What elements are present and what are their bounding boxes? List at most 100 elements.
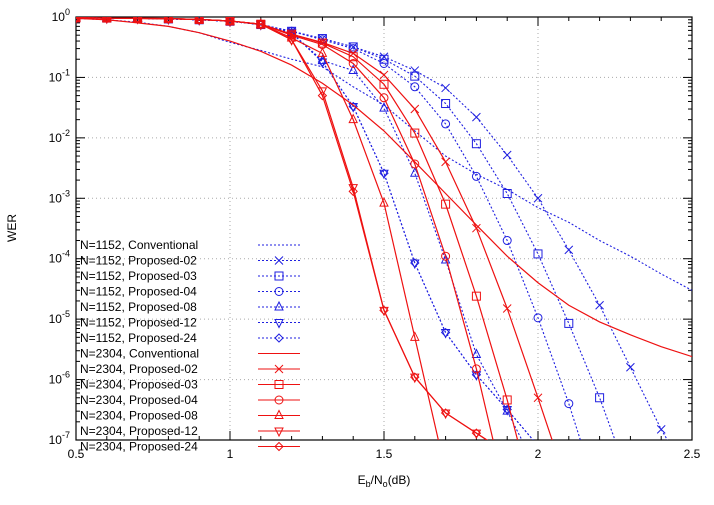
square-marker [502,189,512,199]
circle-marker [379,93,389,103]
cross-marker [410,66,420,75]
diamond-marker [317,90,328,101]
series-line [76,17,692,358]
triangle-marker [255,18,266,28]
cross-marker [318,38,327,47]
legend-label: N=2304, Proposed-04 [80,393,198,407]
diamond-marker [379,168,389,178]
legend-item: N=1152, Proposed-03 [80,269,300,283]
triangle-down-marker [348,103,359,113]
diamond-marker [379,305,389,316]
legend-label: N=1152, Proposed-08 [80,300,197,314]
legend-item: N=2304, Proposed-03 [80,378,300,392]
cross-marker [533,193,543,203]
cross-marker [441,157,450,167]
plot-frame [75,16,693,441]
square-marker [410,128,420,138]
diamond-marker [348,101,358,112]
diamond-marker [102,17,112,23]
triangle-marker [409,331,420,341]
legend-label: N=2304, Conventional [80,347,199,361]
legend-item: N=2304, Proposed-24 [80,440,300,454]
triangle-down-marker [194,17,204,26]
circle-marker [410,159,420,169]
triangle-marker [348,64,359,75]
diamond-marker [225,17,235,26]
circle-marker [379,59,389,69]
y-tick-label: 10-6 [49,370,70,387]
triangle-marker [274,409,284,419]
square-marker [441,99,451,109]
series-line [76,17,488,440]
diamond-marker [440,408,451,418]
circle-marker [471,364,481,374]
triangle-down-marker [164,17,173,25]
square-marker [533,249,543,259]
x-tick-label: 1.5 [376,447,393,461]
diamond-marker [317,57,328,67]
cross-marker [502,304,512,313]
diamond-marker [132,17,143,24]
triangle-down-marker [379,169,389,180]
legend-label: N=1152, Proposed-04 [80,285,197,299]
triangle-marker [409,167,420,177]
cross-marker [274,364,284,374]
circle-marker [471,171,481,181]
square-marker [274,380,284,389]
triangle-down-marker [409,373,420,384]
cross-marker [626,362,635,372]
legend-label: N=1152, Conventional [80,238,198,252]
y-tick-label: 10-7 [49,430,70,447]
triangle-marker [440,253,451,264]
diamond-marker [348,186,358,197]
diamond-marker [194,17,204,25]
x-tick-label: 2 [535,447,542,461]
triangle-down-marker [348,184,359,194]
legend-item: N=1152, Proposed-08 [80,300,300,314]
cross-marker [533,393,543,403]
triangle-marker [379,102,389,112]
square-marker [379,54,389,64]
cross-marker [502,150,512,160]
diamond-marker [471,428,482,438]
legend-label: N=1152, Proposed-24 [80,331,197,345]
triangle-marker [132,17,143,22]
square-marker [379,79,389,89]
diamond-marker [274,441,284,452]
legend-item: N=2304, Conventional [80,347,300,361]
triangle-down-marker [103,17,111,25]
triangle-down-marker [286,36,297,46]
triangle-down-marker [274,319,284,329]
legend-item: N=1152, Proposed-12 [80,316,300,330]
diamond-marker [440,327,451,338]
square-marker [471,139,481,149]
triangle-down-marker [274,427,284,438]
cross-marker [379,52,389,62]
legend-item: N=1152, Proposed-04 [80,285,300,299]
legend-label: N=2304, Proposed-12 [80,424,198,438]
triangle-down-marker [409,259,420,270]
triangle-down-marker [440,329,451,339]
triangle-down-marker [133,17,142,25]
legend-item: N=2304, Proposed-12 [80,424,300,438]
square-marker [502,395,512,405]
series-layer [76,17,692,440]
series-n-2304-conventional [76,17,692,358]
y-tick-label: 10-1 [49,67,70,84]
legend-label: N=1152, Proposed-02 [80,254,197,268]
triangle-marker [101,17,112,22]
legend-item: N=1152, Conventional [80,238,300,252]
diamond-marker [163,17,174,24]
y-tick-label: 10-4 [49,249,70,266]
legend-item: N=2304, Proposed-08 [80,409,300,423]
square-marker [274,271,284,281]
triangle-marker [379,197,389,207]
triangle-marker [225,17,235,25]
y-tick-label: 10-3 [49,188,70,205]
triangle-marker [348,113,359,124]
cross-marker [379,70,389,80]
triangle-down-marker [379,306,389,317]
series-n-2304-proposed-24 [76,17,488,440]
cross-marker [274,256,284,265]
